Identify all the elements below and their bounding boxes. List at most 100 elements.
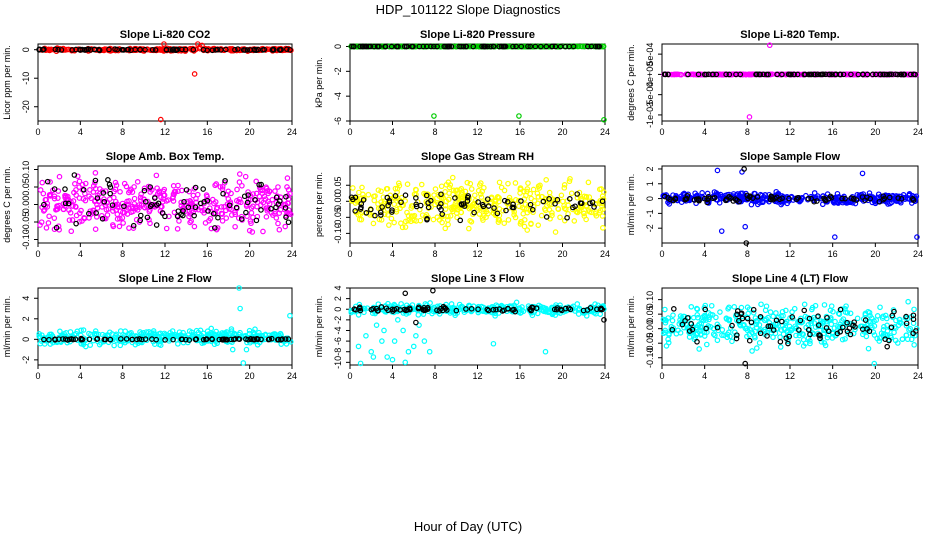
data-point [161, 186, 168, 193]
data-point [137, 46, 143, 53]
data-point [53, 224, 60, 231]
data-point [538, 212, 545, 219]
series-1 [36, 46, 293, 54]
data-point [355, 343, 362, 350]
data-point [805, 195, 812, 202]
data-point [543, 43, 550, 50]
data-point [866, 190, 873, 196]
data-point [877, 71, 883, 78]
data-point [395, 180, 402, 187]
data-point [808, 195, 814, 202]
data-point [521, 223, 528, 230]
data-point [65, 46, 72, 53]
data-point [599, 198, 606, 205]
data-point [586, 194, 593, 200]
data-point [276, 210, 283, 216]
data-point [549, 43, 556, 50]
figure-xlabel: Hour of Day (UTC) [414, 519, 522, 534]
panel-7: Slope Line 3 Flow ml/min per min. 0 4 8 12 16 2… [314, 273, 610, 381]
data-point [785, 71, 792, 78]
data-point [222, 177, 228, 184]
data-point [379, 338, 385, 344]
data-point [898, 196, 905, 202]
data-point [218, 47, 224, 53]
data-point [76, 178, 83, 185]
data-point [358, 201, 365, 207]
y-tick-label: 0 [21, 47, 31, 52]
data-point [428, 204, 434, 210]
y-tick-label: 2 [21, 316, 31, 321]
data-point [743, 71, 749, 78]
data-point [163, 225, 170, 232]
x-tick-label: 24 [913, 371, 923, 381]
data-point [211, 225, 218, 231]
x-tick-label: 8 [745, 371, 750, 381]
data-point [170, 183, 177, 189]
data-point [447, 213, 454, 219]
data-point [91, 198, 98, 205]
data-point [811, 190, 818, 196]
data-point [431, 113, 437, 119]
data-point [400, 327, 406, 334]
data-point [244, 199, 251, 206]
data-point [911, 342, 917, 348]
data-point [367, 206, 374, 213]
data-point [82, 180, 89, 187]
data-point [713, 314, 719, 321]
panel-title: Slope Li-820 Temp. [740, 29, 839, 41]
data-point [528, 195, 535, 202]
data-point [79, 218, 85, 224]
data-point [552, 43, 559, 50]
data-point [191, 71, 198, 77]
y-tick-label: -2 [333, 316, 343, 324]
data-point [465, 193, 471, 199]
data-point [116, 223, 123, 230]
y-tick-label: 1 [645, 181, 655, 186]
data-point [67, 329, 74, 335]
data-point [253, 190, 260, 197]
y-tick-label: -6 [333, 337, 343, 345]
y-tick-label: -2 [645, 224, 655, 232]
data-point [478, 194, 485, 200]
data-point [169, 47, 176, 53]
y-tick-label: 0.00 [333, 193, 343, 211]
data-point [714, 337, 721, 344]
data-point [588, 43, 595, 50]
data-point [535, 222, 542, 228]
x-tick-label: 4 [78, 249, 83, 259]
series-0 [36, 285, 294, 366]
data-point [495, 219, 502, 225]
data-point [760, 199, 766, 206]
data-point [236, 179, 243, 185]
data-point [167, 47, 174, 53]
series-0 [39, 41, 294, 123]
data-point [443, 43, 449, 50]
data-point [806, 71, 812, 78]
data-point [471, 192, 478, 199]
y-tick-label: 4 [21, 296, 31, 301]
data-point [110, 208, 116, 214]
x-tick-label: 0 [659, 249, 664, 259]
data-point [112, 46, 118, 52]
data-point [192, 184, 199, 191]
x-tick-label: 12 [160, 249, 170, 259]
data-point [754, 201, 761, 208]
data-point [232, 46, 238, 53]
data-point [180, 208, 186, 214]
data-point [436, 201, 442, 207]
data-point [182, 46, 189, 53]
x-tick-label: 12 [472, 127, 482, 137]
x-tick-label: 4 [702, 371, 707, 381]
data-point [56, 173, 63, 180]
data-point [660, 192, 667, 199]
data-point [223, 215, 230, 221]
data-point [473, 43, 480, 50]
data-point [76, 184, 83, 190]
data-point [385, 212, 391, 218]
data-point [144, 214, 151, 221]
data-point [887, 200, 893, 207]
plot-frame [349, 287, 606, 366]
data-point [178, 199, 184, 206]
data-point [596, 186, 603, 193]
data-point [853, 197, 860, 203]
